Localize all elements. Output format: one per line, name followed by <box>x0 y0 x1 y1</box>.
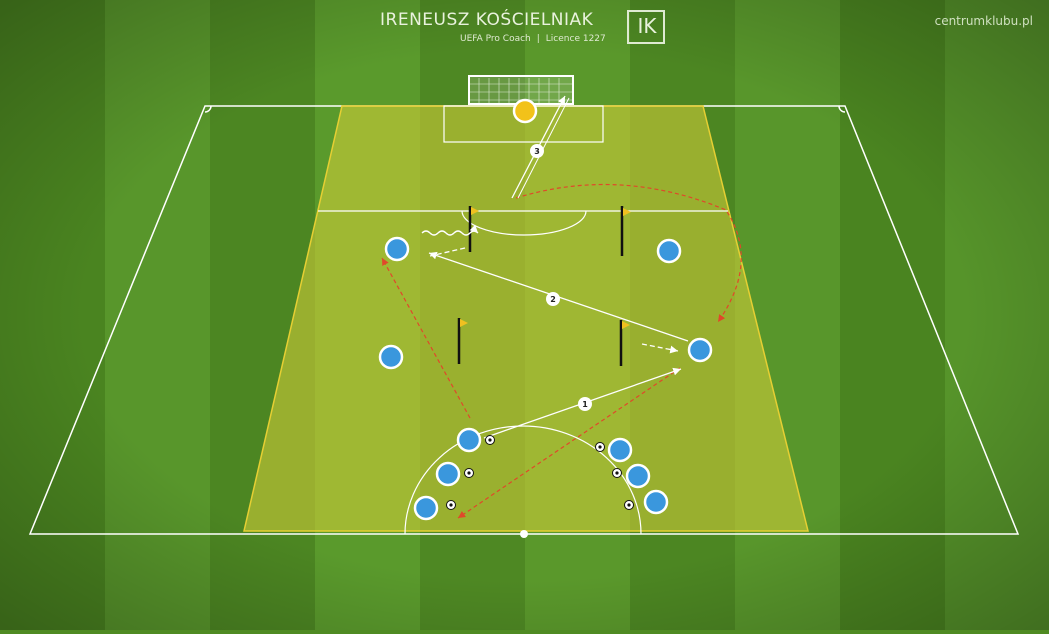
label-2: 2 <box>550 295 556 304</box>
player <box>378 344 404 370</box>
licence: Licence 1227 <box>545 34 606 44</box>
logo: IK <box>637 14 657 38</box>
separator: | <box>536 34 540 44</box>
logo-frame <box>627 10 665 44</box>
ball-icon <box>485 435 495 445</box>
players <box>378 236 713 521</box>
player-runs <box>381 183 742 519</box>
run-arrow <box>515 183 742 323</box>
shot-arrow <box>517 97 570 199</box>
coach-name: IRENEUSZ KOŚCIELNIAK <box>380 10 594 30</box>
run-arrow <box>381 257 471 419</box>
label-1: 1 <box>582 400 588 409</box>
label-3: 3 <box>534 147 540 156</box>
ball-icon <box>595 442 605 452</box>
goalkeeper <box>512 98 538 124</box>
player <box>625 463 651 489</box>
player <box>656 238 682 264</box>
site-link[interactable]: centrumklubu.pl <box>934 14 1033 28</box>
zone-arc <box>461 210 587 236</box>
dribble-arrow <box>429 247 466 257</box>
player <box>384 236 410 262</box>
balls <box>446 435 634 510</box>
player <box>643 489 669 515</box>
flag-icon <box>471 207 479 215</box>
ball-icon <box>464 468 474 478</box>
ball-icon <box>446 500 456 510</box>
player <box>435 461 461 487</box>
zone-markings <box>318 105 728 535</box>
player <box>413 495 439 521</box>
player <box>687 337 713 363</box>
flag-icon <box>622 321 630 329</box>
goal-icon <box>468 75 574 105</box>
run-arrow <box>457 367 681 519</box>
center-arc <box>404 425 642 535</box>
flag-icon <box>623 208 631 216</box>
ball-icon <box>612 468 622 478</box>
poles <box>457 206 631 366</box>
dribble-wave <box>421 224 479 236</box>
sequence-labels: 1 2 3 <box>530 144 592 411</box>
ball-icon <box>624 500 634 510</box>
player <box>607 437 633 463</box>
center-spot <box>520 530 528 538</box>
coach-subtitle: UEFA Pro Coach | Licence 1227 <box>460 34 606 44</box>
flag-icon <box>460 319 468 327</box>
coach-title: UEFA Pro Coach <box>460 34 531 44</box>
player <box>456 427 482 453</box>
dribble-arrow <box>641 343 679 354</box>
